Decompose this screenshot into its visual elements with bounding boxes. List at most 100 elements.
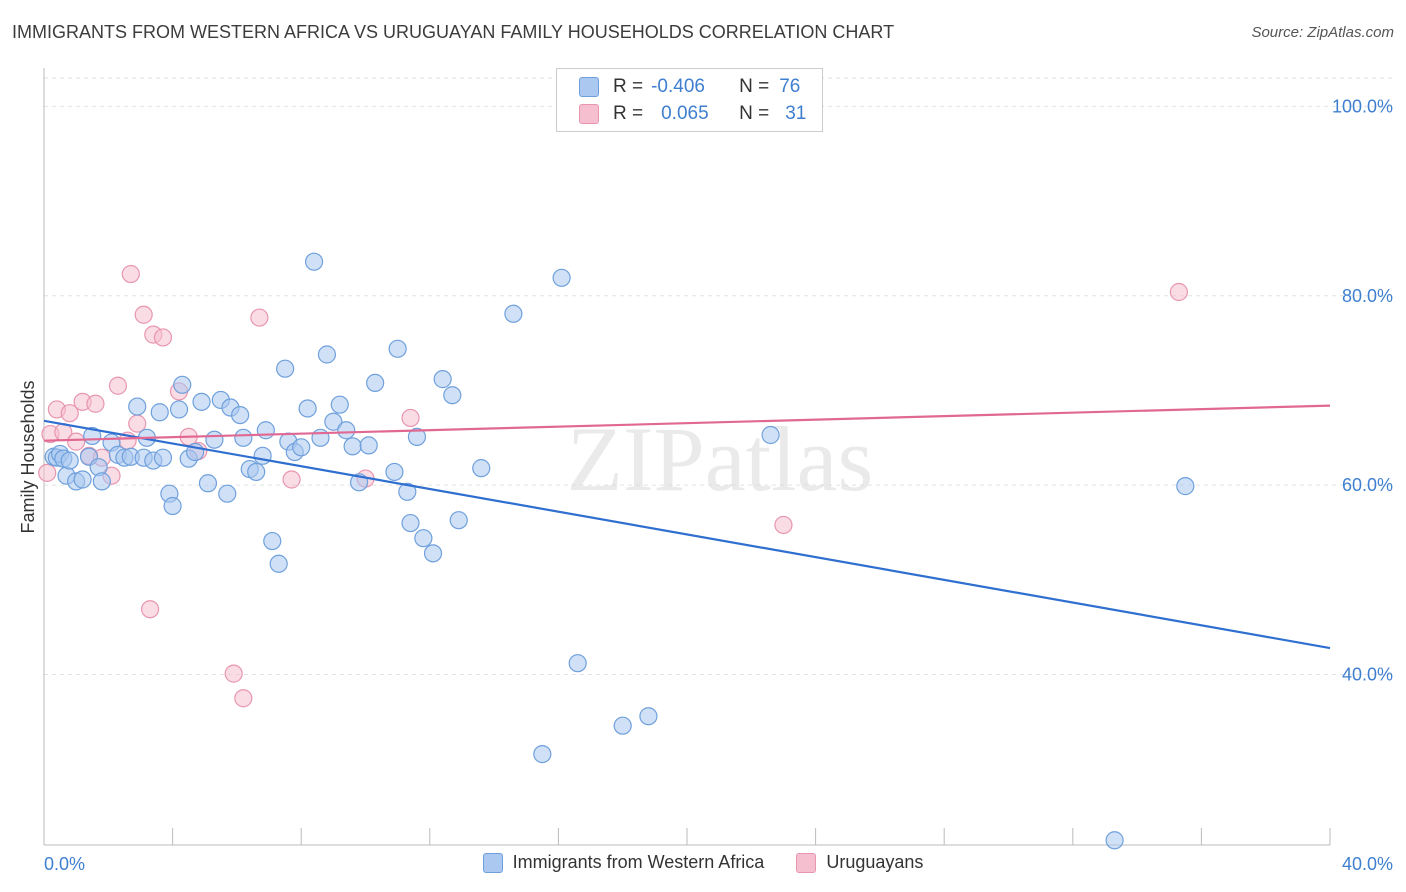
point-western-africa <box>552 268 571 287</box>
point-western-africa <box>443 386 462 405</box>
point-western-africa <box>317 345 337 364</box>
axes: 40.0% 60.0% 80.0% 100.0% 0.0% 40.0% <box>43 68 1393 874</box>
legend-n-value: 76 <box>779 76 801 97</box>
point-western-africa <box>533 744 552 764</box>
point-western-africa <box>269 554 288 573</box>
point-western-africa <box>330 395 349 414</box>
point-western-africa <box>401 513 420 533</box>
point-uruguayans <box>60 404 79 423</box>
legend-n-value: 31 <box>785 103 807 124</box>
point-uruguayans <box>121 264 140 284</box>
point-western-africa <box>234 428 253 447</box>
legend-r-value: 0.065 <box>661 103 709 124</box>
point-uruguayans <box>250 308 269 327</box>
point-uruguayans <box>67 432 86 451</box>
y-tick-label: 40.0% <box>1342 665 1393 685</box>
point-uruguayans <box>86 394 105 413</box>
point-western-africa <box>231 406 250 425</box>
x-tick-label: 0.0% <box>44 854 85 874</box>
point-uruguayans <box>38 463 57 482</box>
point-western-africa <box>366 373 385 393</box>
point-western-africa <box>153 448 173 467</box>
data-points <box>38 252 1195 850</box>
point-uruguayans <box>234 689 253 708</box>
point-western-africa <box>292 438 311 457</box>
point-western-africa <box>60 451 79 470</box>
point-western-africa <box>128 397 147 416</box>
legend-r-label: R = <box>613 103 644 124</box>
series-legend-western-africa: Immigrants from Western Africa <box>482 852 765 873</box>
series-swatch-blue <box>482 852 503 873</box>
point-western-africa <box>276 359 295 378</box>
point-western-africa <box>247 462 266 482</box>
point-western-africa <box>433 370 452 389</box>
trend-lines <box>43 404 1331 650</box>
chart-title: IMMIGRANTS FROM WESTERN AFRICA VS URUGUA… <box>12 22 895 42</box>
point-western-africa <box>1176 477 1195 496</box>
x-tick-label: 40.0% <box>1342 854 1393 874</box>
point-uruguayans <box>1169 282 1188 302</box>
series-name: Immigrants from Western Africa <box>512 852 765 872</box>
trend-line-western-africa <box>43 419 1331 650</box>
series-legend-uruguayans: Uruguayans <box>796 852 923 873</box>
trend-line-uruguayans <box>43 404 1331 442</box>
legend-swatch-blue <box>579 77 599 97</box>
stats-legend: R = -0.406 N = 76 R = 0.065 N = 31 <box>556 68 823 132</box>
point-western-africa <box>568 654 587 673</box>
point-western-africa <box>298 399 317 418</box>
point-western-africa <box>337 421 356 440</box>
point-western-africa <box>613 716 632 735</box>
point-western-africa <box>343 437 362 456</box>
y-tick-label: 100.0% <box>1332 96 1393 116</box>
point-uruguayans <box>153 328 173 347</box>
point-western-africa <box>398 482 417 501</box>
point-uruguayans <box>774 515 793 535</box>
point-western-africa <box>73 470 92 489</box>
point-uruguayans <box>134 305 153 324</box>
y-tick-label: 60.0% <box>1342 475 1393 495</box>
point-western-africa <box>388 339 407 358</box>
point-western-africa <box>163 496 182 516</box>
point-uruguayans <box>140 600 160 619</box>
point-western-africa <box>504 304 523 323</box>
point-western-africa <box>304 252 324 271</box>
legend-r-value: -0.406 <box>651 76 705 97</box>
series-legend: Immigrants from Western Africa Uruguayan… <box>0 852 1406 873</box>
point-uruguayans <box>401 408 420 428</box>
point-western-africa <box>92 472 111 491</box>
point-western-africa <box>423 544 443 563</box>
series-swatch-pink <box>796 852 817 873</box>
point-western-africa <box>218 484 237 503</box>
point-western-africa <box>192 392 211 411</box>
y-axis-label: Family Households <box>18 380 38 533</box>
gridlines <box>44 77 1392 676</box>
legend-row-western-africa: R = -0.406 N = 76 <box>579 75 800 99</box>
point-western-africa <box>150 403 169 422</box>
point-western-africa <box>385 462 404 482</box>
series-name: Uruguayans <box>826 852 924 872</box>
point-western-africa <box>253 446 272 465</box>
point-western-africa <box>1105 831 1124 850</box>
point-western-africa <box>205 430 224 449</box>
point-western-africa <box>198 474 218 493</box>
point-western-africa <box>169 400 189 419</box>
point-western-africa <box>761 425 780 445</box>
point-western-africa <box>449 511 468 530</box>
point-western-africa <box>407 427 427 446</box>
point-western-africa <box>472 459 491 478</box>
point-western-africa <box>173 375 192 394</box>
point-uruguayans <box>108 376 128 395</box>
point-uruguayans <box>224 664 243 683</box>
chart-source: Source: ZipAtlas.com <box>1251 24 1394 41</box>
point-western-africa <box>256 421 275 440</box>
legend-swatch-pink <box>579 104 599 124</box>
point-western-africa <box>263 531 282 551</box>
y-tick-label: 80.0% <box>1342 286 1393 306</box>
legend-n-label: N = <box>739 103 770 124</box>
legend-row-uruguayans: R = 0.065 N = 31 <box>579 102 806 126</box>
point-uruguayans <box>282 470 301 489</box>
legend-n-label: N = <box>739 76 770 97</box>
point-western-africa <box>639 707 658 726</box>
point-western-africa <box>359 436 378 455</box>
